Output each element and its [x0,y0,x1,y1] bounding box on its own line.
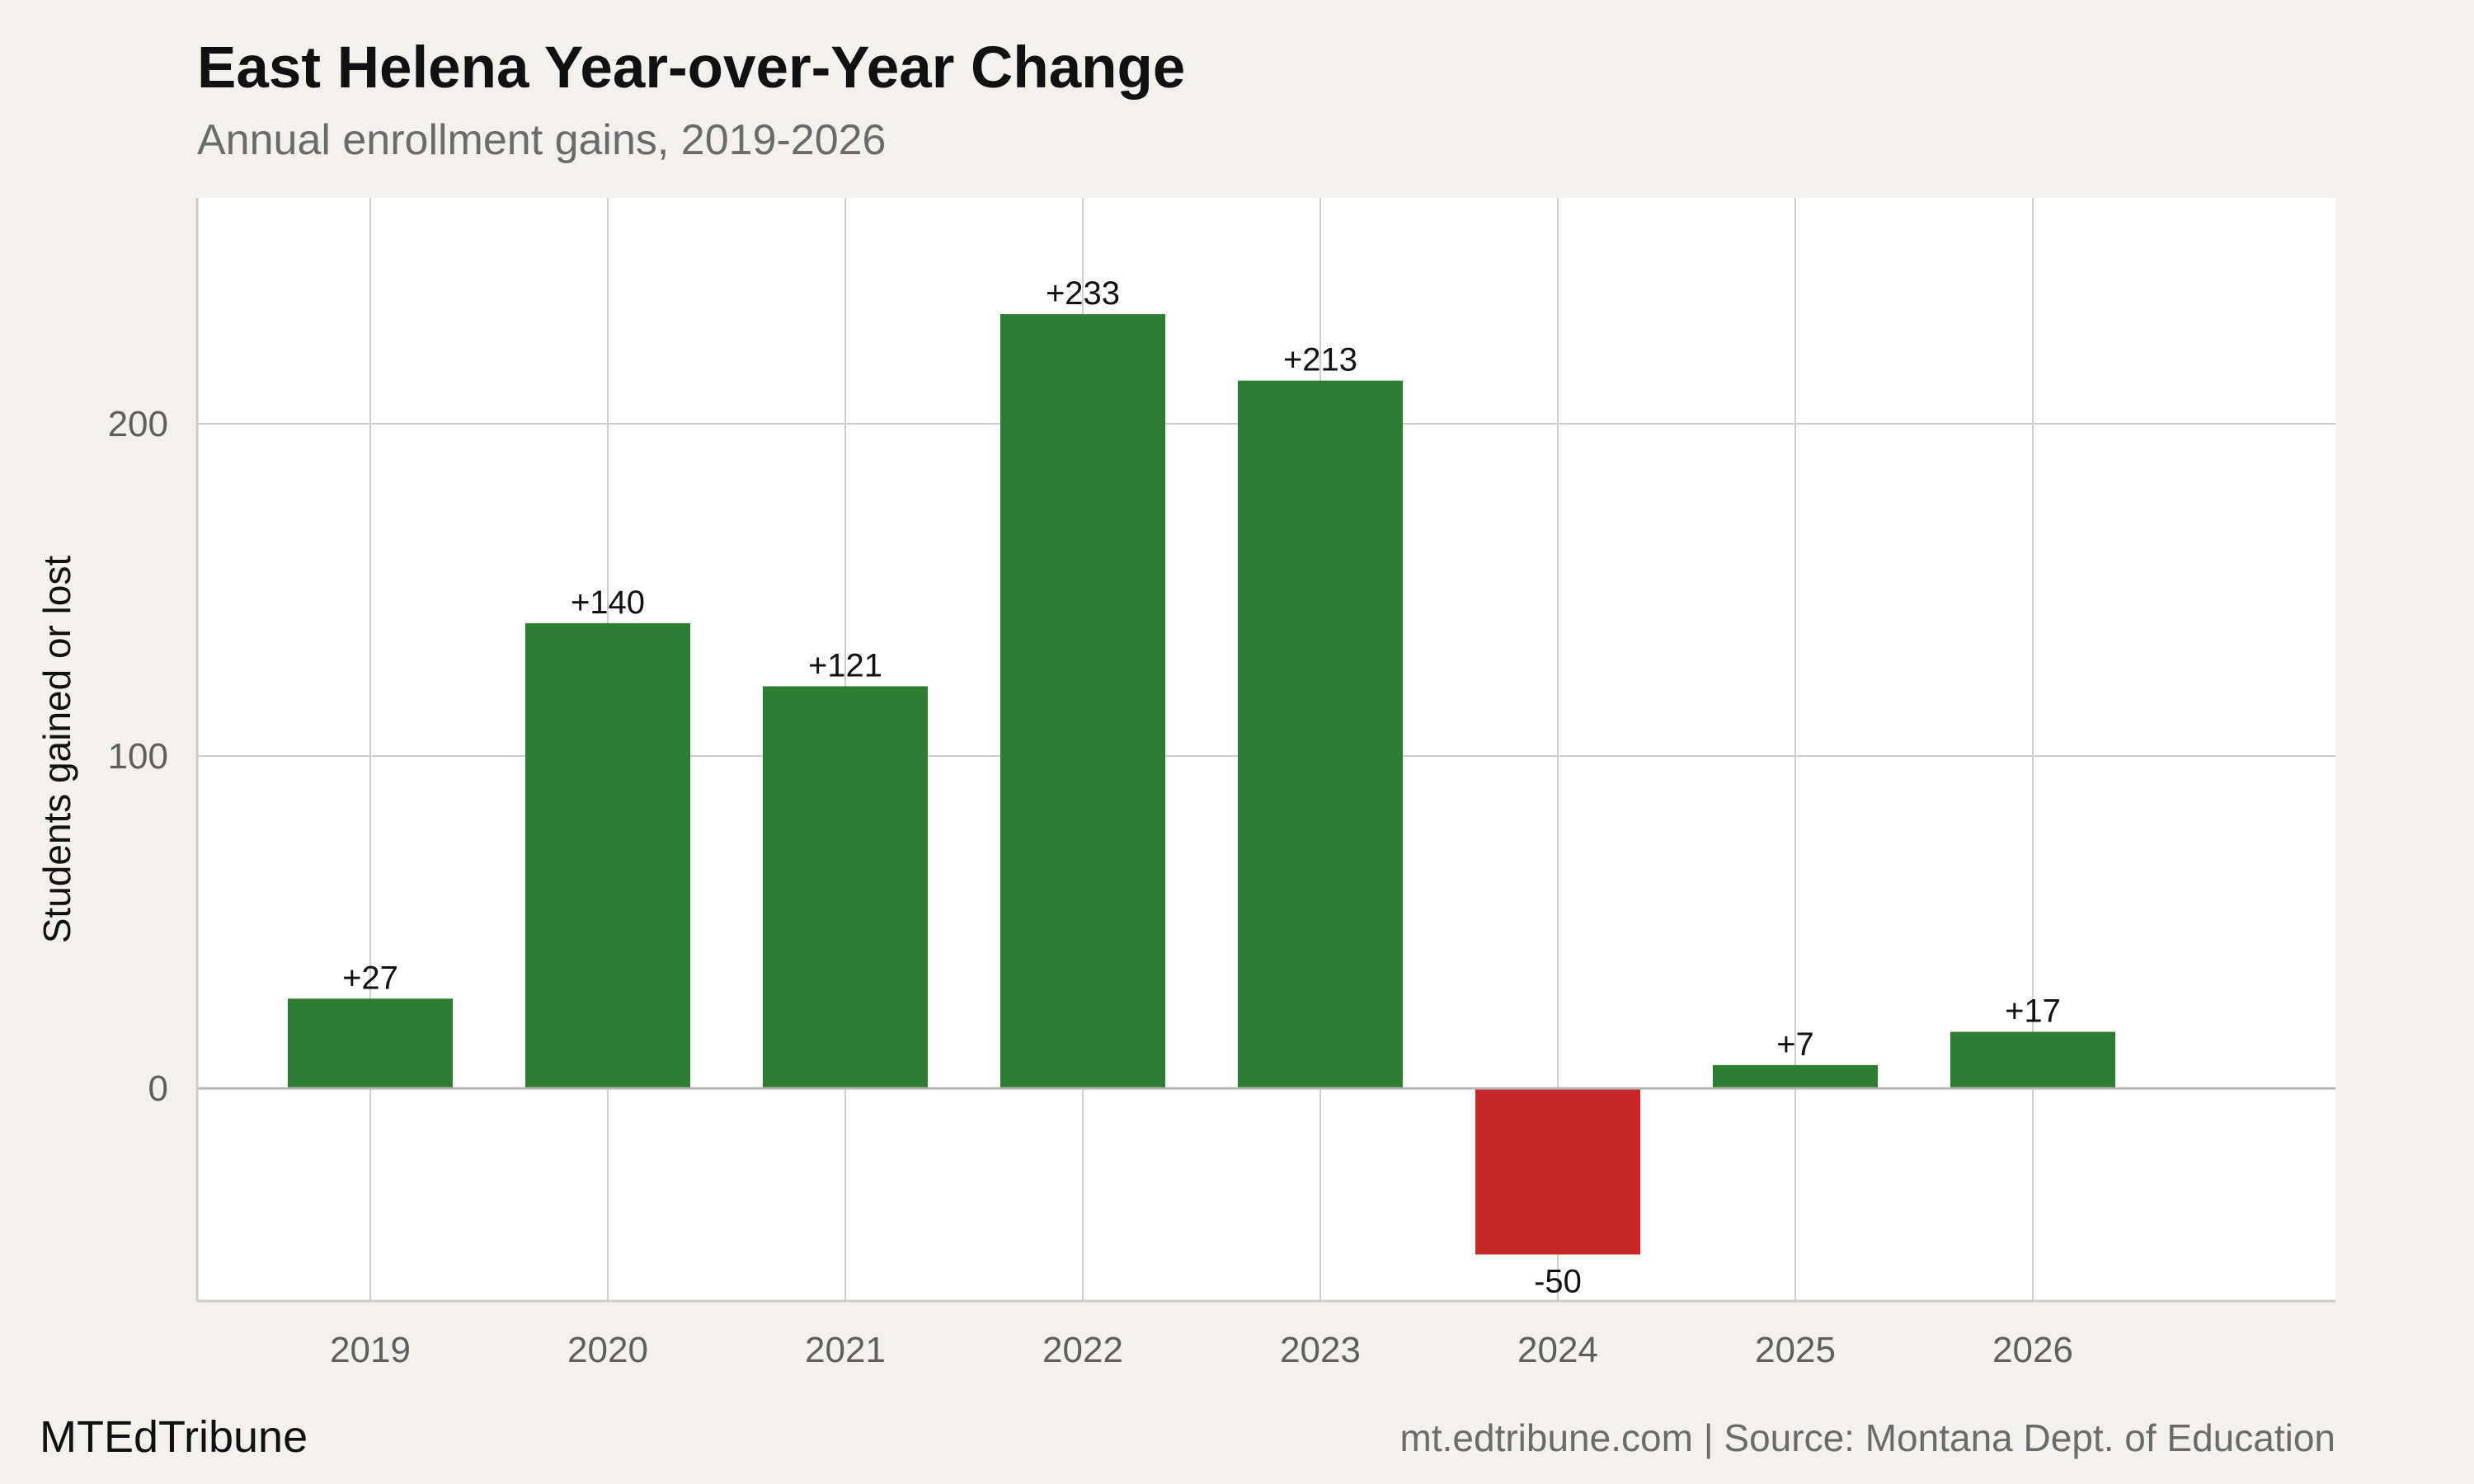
footer-source: mt.edtribune.com | Source: Montana Dept.… [1399,1416,2335,1459]
bar-2024 [1475,1088,1640,1255]
bar-label-2024: -50 [1534,1264,1582,1300]
x-tick-label-2021: 2021 [805,1330,886,1370]
bar-label-2023: +213 [1283,342,1357,378]
y-tick-labels: 0 100 200 [108,404,168,1109]
bars [288,314,2115,1255]
y-tick-label-200: 200 [108,404,168,444]
x-tick-label-2026: 2026 [1992,1330,2073,1370]
chart-subtitle: Annual enrollment gains, 2019-2026 [197,116,887,164]
bar-label-2021: +121 [808,647,882,683]
bar-label-2026: +17 [2005,993,2061,1030]
bar-value-labels: +27 +140 +121 +233 +213 -50 +7 +17 [342,275,2061,1300]
chart-title: East Helena Year-over-Year Change [197,35,1186,101]
x-tick-label-2022: 2022 [1042,1330,1123,1370]
bar-2025 [1713,1064,1878,1089]
bar-label-2025: +7 [1776,1026,1814,1063]
x-tick-label-2020: 2020 [567,1330,648,1370]
y-tick-label-0: 0 [148,1068,168,1109]
x-tick-label-2024: 2024 [1517,1330,1598,1370]
bar-label-2022: +233 [1046,275,1120,312]
bar-2020 [525,622,690,1089]
x-tick-label-2025: 2025 [1755,1330,1836,1370]
footer-brand: MTEdTribune [40,1412,308,1462]
bar-label-2019: +27 [342,960,398,996]
bar-2021 [763,686,928,1089]
x-tick-label-2019: 2019 [330,1330,411,1370]
x-tick-label-2023: 2023 [1280,1330,1361,1370]
bar-2023 [1238,380,1403,1089]
bar-label-2020: +140 [571,585,645,621]
bar-2022 [1000,314,1165,1089]
bar-2026 [1950,1031,2115,1089]
x-tick-labels: 2019 2020 2021 2022 2023 2024 2025 2026 [330,1330,2073,1370]
y-axis-label: Students gained or lost [35,556,78,944]
y-tick-label-100: 100 [108,736,168,777]
bar-2019 [288,998,453,1089]
